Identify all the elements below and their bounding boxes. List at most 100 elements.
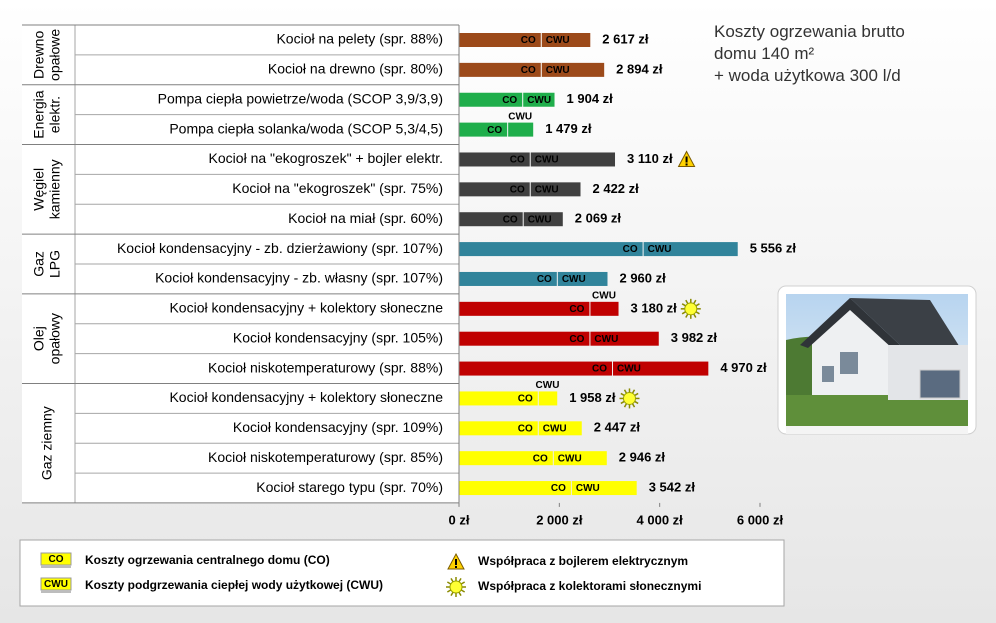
bar-segment <box>459 122 508 137</box>
total-label: 3 542 zł <box>649 479 696 494</box>
bar-segment <box>541 33 591 47</box>
sun-ray <box>631 403 636 408</box>
sun-ray <box>681 311 686 315</box>
total-label: 2 946 zł <box>619 450 666 465</box>
sun-ray <box>623 389 628 394</box>
category-label: Kocioł kondensacyjny (spr. 105%) <box>233 329 443 345</box>
total-label: 2 069 zł <box>575 211 622 226</box>
category-label: Kocioł kondensacyjny - zb. własny (spr. … <box>155 270 443 286</box>
bar-segment <box>590 301 619 316</box>
total-label: 3 110 zł <box>627 151 673 166</box>
sun-ray <box>460 589 466 593</box>
bar-segment <box>538 391 558 406</box>
segment-label: CO <box>510 184 525 195</box>
total-label: 3 180 zł <box>631 300 678 315</box>
sun-ray <box>460 581 466 585</box>
sun-ray <box>450 577 454 583</box>
legend-swatch-shadow <box>41 565 71 568</box>
group-label: Gaz ziemny <box>39 406 55 480</box>
total-label: 4 970 zł <box>720 360 767 375</box>
segment-label: CWU <box>617 364 641 375</box>
legend-swatch-shadow <box>41 590 71 593</box>
segment-label: CWU <box>527 95 551 106</box>
sun-ray <box>620 400 625 405</box>
category-label: Kocioł niskotemperaturowy (spr. 88%) <box>208 359 443 375</box>
sun-disc <box>684 302 698 316</box>
group-label: Węgiel <box>31 168 47 211</box>
segment-label: CWU <box>546 35 570 46</box>
group-label: elektr. <box>47 96 63 133</box>
bar-segment <box>459 391 538 406</box>
category-label: Kocioł kondensacyjny - zb. dzierżawiony … <box>117 240 443 256</box>
chart-title: Koszty ogrzewania brutto domu 140 m² + wod… <box>714 22 905 85</box>
bar-segment <box>590 331 659 346</box>
legend-label: Koszty podgrzewania ciepłej wody użytkow… <box>85 578 383 592</box>
bar-segment <box>459 271 557 286</box>
segment-label: CWU <box>508 111 532 122</box>
bar-segment <box>530 152 616 167</box>
x-tick-label: 0 zł <box>449 512 470 527</box>
total-label: 2 960 zł <box>619 270 666 285</box>
total-label: 3 982 zł <box>671 330 718 345</box>
bar-segment <box>553 451 607 466</box>
warning-dot <box>685 163 688 166</box>
bar-segment <box>541 62 605 77</box>
x-tick-label: 2 000 zł <box>536 512 583 527</box>
segment-label: CO <box>487 125 502 136</box>
segment-label: CWU <box>543 423 567 434</box>
title-line: domu 140 m² <box>714 44 814 63</box>
sun-ray <box>623 403 628 408</box>
segment-label: CWU <box>594 334 618 345</box>
bar-segment <box>459 301 590 316</box>
sun-ray <box>693 299 697 305</box>
sun-ray <box>458 577 462 583</box>
category-label: Pompa ciepła powietrze/woda (SCOP 3,9/3,… <box>158 90 443 106</box>
warning-dot <box>455 566 457 568</box>
bar-segment <box>459 481 571 496</box>
bar-segment <box>459 33 541 47</box>
segment-label: CWU <box>576 483 600 494</box>
category-label: Kocioł niskotemperaturowy (spr. 85%) <box>208 449 443 465</box>
legend-icon <box>446 577 466 597</box>
segment-label: CO <box>503 214 518 225</box>
category-label: Kocioł na "ekogroszek" + bojler elektr. <box>209 150 443 166</box>
legend-icon <box>447 552 465 570</box>
segment-label: CO <box>521 35 536 46</box>
segment-label: CO <box>518 394 533 405</box>
sun-disc <box>449 580 463 594</box>
title-line: + woda użytkowa 300 l/d <box>714 66 901 85</box>
segment-label: CO <box>623 244 638 255</box>
badge-icon <box>680 298 701 319</box>
segment-label: CWU <box>558 453 582 464</box>
bar-segment <box>459 62 541 77</box>
segment-label: CWU <box>536 380 560 391</box>
category-label: Kocioł starego typu (spr. 70%) <box>256 479 443 495</box>
sun-ray <box>446 581 452 585</box>
category-label: Kocioł kondensacyjny (spr. 109%) <box>233 419 443 435</box>
total-label: 2 894 zł <box>616 61 663 76</box>
segment-label: CO <box>533 453 548 464</box>
x-tick-label: 4 000 zł <box>637 512 684 527</box>
sun-ray <box>695 311 700 315</box>
category-label: Kocioł na "ekogroszek" (spr. 75%) <box>232 180 443 196</box>
segment-label: CWU <box>535 155 559 166</box>
segment-label: CO <box>537 274 552 285</box>
group-label: Olej <box>31 326 47 351</box>
badge-icon <box>677 150 696 167</box>
sun-ray <box>620 392 625 397</box>
bar-segment <box>459 182 530 197</box>
bar-segment <box>459 92 523 107</box>
segment-label: CWU <box>592 290 616 301</box>
bar-segment <box>530 182 581 197</box>
segment-label: CWU <box>528 214 552 225</box>
group-label: LPG <box>47 250 63 278</box>
bar-segment <box>643 242 738 257</box>
group-label: Drewno <box>31 31 47 79</box>
badge-icon <box>619 388 640 409</box>
legend-box <box>19 539 785 607</box>
photo <box>777 285 977 435</box>
group-label: kamienny <box>47 159 63 219</box>
bar-segment <box>459 242 643 257</box>
x-tick-label: 6 000 zł <box>737 512 784 527</box>
